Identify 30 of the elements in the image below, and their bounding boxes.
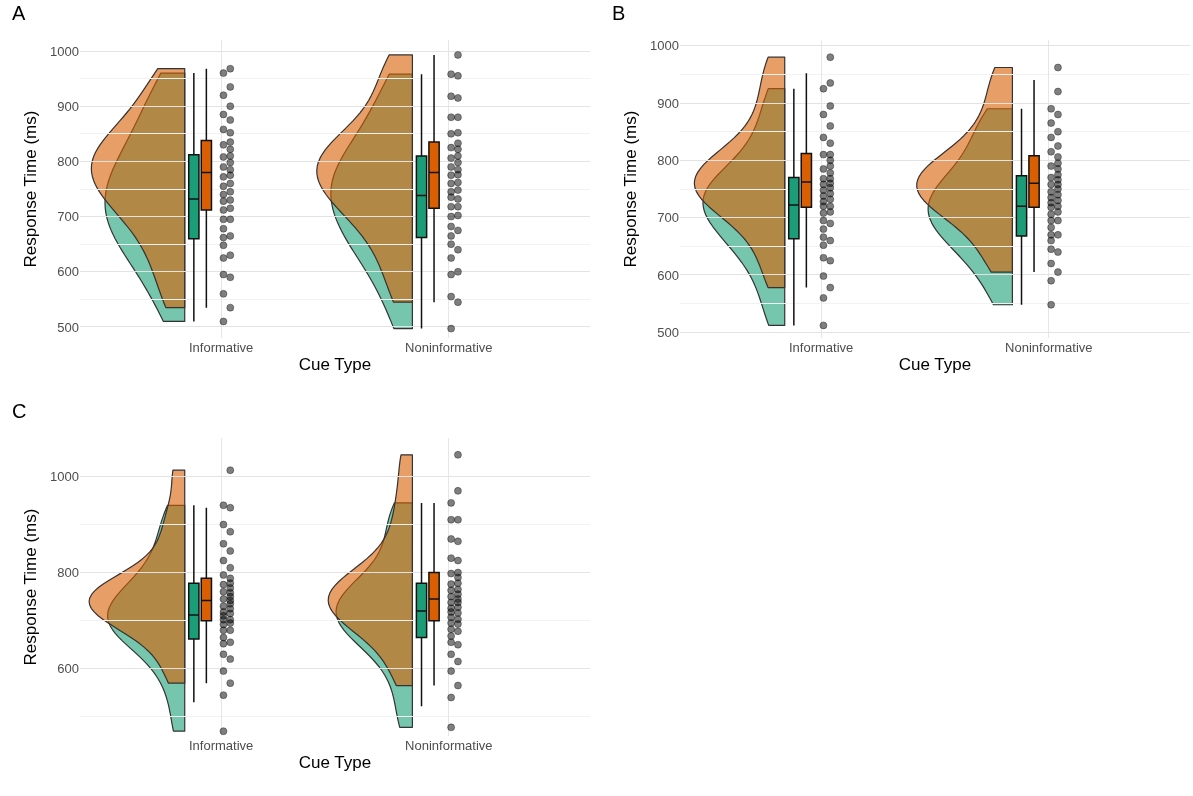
x-tick-label: Informative xyxy=(189,340,254,355)
y-tick-label: 1000 xyxy=(650,38,679,54)
y-tick-label: 500 xyxy=(657,324,679,340)
chart-title: B xyxy=(612,1,626,24)
y-tick-label: 500 xyxy=(57,319,79,335)
x-tick-label: Noninformative xyxy=(405,738,493,753)
x-tick-label: Informative xyxy=(189,738,254,753)
x-axis-title: Cue Type xyxy=(898,355,972,375)
y-tick-label: 900 xyxy=(657,95,679,111)
x-axis-title: Cue Type xyxy=(298,355,372,375)
y-tick-label: 800 xyxy=(657,152,679,168)
chart-title: A xyxy=(12,1,26,24)
x-tick-label: Informative xyxy=(789,340,854,355)
y-tick-label: 1000 xyxy=(50,43,79,59)
y-tick-label: 700 xyxy=(57,209,79,225)
y-tick-label: 1000 xyxy=(50,469,79,484)
x-axis-title: Cue Type xyxy=(298,753,372,773)
x-tick-label: Noninformative xyxy=(1005,340,1093,355)
chart-title: C xyxy=(12,399,27,422)
y-tick-label: 700 xyxy=(657,210,679,226)
y-tick-label: 600 xyxy=(657,267,679,283)
y-axis-title: Response Time (ms) xyxy=(621,110,640,268)
y-tick-label: 900 xyxy=(57,98,79,114)
y-axis-title: Response Time (ms) xyxy=(21,110,40,268)
x-tick-label: Noninformative xyxy=(405,340,493,355)
y-tick-label: 800 xyxy=(57,565,79,581)
y-tick-label: 600 xyxy=(57,661,79,677)
y-tick-label: 800 xyxy=(57,153,79,169)
y-tick-label: 600 xyxy=(57,264,79,280)
y-axis-title: Response Time (ms) xyxy=(21,508,40,666)
